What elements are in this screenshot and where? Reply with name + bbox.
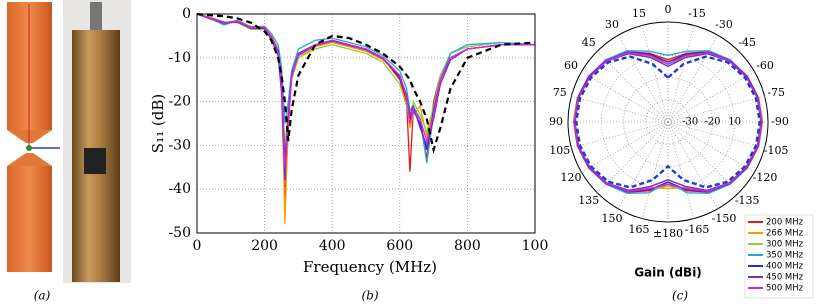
x-tick-label: 600: [386, 238, 413, 254]
plot-frame: [196, 13, 536, 234]
grid-line: [667, 121, 719, 209]
radial-tick-label: -20: [704, 117, 720, 128]
series-line: [196, 13, 535, 203]
angle-tick-label: -105: [764, 144, 789, 157]
angle-tick-label: 75: [553, 86, 567, 99]
legend-label: 400 MHz: [766, 262, 804, 272]
angle-tick-label: -150: [712, 212, 737, 225]
angle-tick-label: 135: [578, 194, 599, 207]
angle-tick-label: 0: [665, 3, 672, 16]
y-tick-label: 0: [182, 6, 191, 22]
angle-tick-label: 15: [632, 7, 646, 20]
grid-line: [667, 121, 755, 173]
radial-tick-label: 10: [728, 117, 741, 128]
angle-tick-label: ±180: [653, 227, 683, 240]
series-line: [196, 13, 536, 146]
grid-line: [571, 95, 669, 123]
model-feed-point: [26, 145, 32, 151]
grid-line: [641, 121, 669, 219]
grid-line: [571, 121, 669, 149]
angle-tick-label: -15: [688, 7, 706, 20]
angle-tick-label: 105: [549, 144, 570, 157]
x-tick-label: 0: [193, 238, 202, 254]
legend-label: 200 MHz: [766, 218, 804, 228]
grid-line: [597, 121, 669, 193]
x-axis-label: Frequency (MHz): [303, 258, 437, 276]
series-line: [196, 13, 535, 181]
series-line: [196, 13, 535, 159]
y-tick-label: -20: [168, 94, 191, 110]
model-lower-arm: [7, 166, 52, 272]
angle-tick-label: 150: [602, 212, 623, 225]
angle-tick-label: -90: [771, 115, 789, 128]
angle-tick-label: -60: [756, 59, 774, 72]
photo-connector: [90, 2, 102, 32]
grid-line: [641, 25, 669, 123]
angle-tick-label: 45: [582, 36, 596, 49]
axis-label: Gain (dBi): [634, 266, 702, 280]
x-tick-label: 100: [522, 238, 549, 254]
antenna-images: [7, 0, 131, 283]
panel-label: (c): [672, 289, 688, 303]
y-tick-label: -30: [168, 137, 191, 153]
angle-tick-label: 165: [629, 223, 650, 236]
y-tick-label: -40: [168, 181, 191, 197]
angle-tick-label: -45: [738, 36, 756, 49]
x-tick-label: 800: [454, 238, 481, 254]
grid-circle: [645, 99, 691, 145]
legend-label: 266 MHz: [766, 229, 804, 239]
grid-circle: [600, 54, 736, 190]
x-tick-label: 200: [251, 238, 278, 254]
model-lower-cone: [7, 153, 52, 166]
legend-label: 450 MHz: [766, 273, 804, 283]
angle-tick-label: 60: [564, 59, 578, 72]
photo-feed-box: [84, 148, 106, 174]
angle-tick-label: -75: [767, 86, 785, 99]
angle-tick-label: -30: [715, 18, 733, 31]
series-line: [196, 13, 536, 163]
y-axis-label: S₁₁ (dB): [149, 94, 167, 153]
legend-label: 350 MHz: [766, 251, 804, 261]
y-tick-label: -50: [168, 225, 191, 241]
radial-tick-label: -30: [682, 117, 698, 128]
panel-label: (a): [34, 289, 51, 303]
grid-line: [617, 35, 669, 123]
pattern-line: [574, 55, 762, 189]
grid-line: [667, 25, 695, 123]
y-tick-label: -10: [168, 50, 191, 66]
grid-line: [581, 121, 669, 173]
angle-tick-label: 120: [561, 171, 582, 184]
angle-tick-label: -165: [685, 223, 710, 236]
series-line: [196, 13, 535, 168]
panel-label: (b): [361, 289, 378, 303]
angle-tick-label: -135: [735, 194, 760, 207]
legend-label: 500 MHz: [766, 284, 804, 294]
pattern-line: [573, 51, 763, 193]
legend-label: 300 MHz: [766, 240, 804, 250]
angle-tick-label: 90: [549, 115, 563, 128]
grid-line: [667, 121, 739, 193]
pattern-line: [573, 51, 763, 193]
angle-tick-label: 30: [605, 18, 619, 31]
angle-tick-label: -120: [753, 171, 778, 184]
x-tick-label: 400: [319, 238, 346, 254]
series-line: [196, 12, 536, 155]
grid-line: [667, 35, 719, 123]
legend-box: [744, 214, 814, 299]
